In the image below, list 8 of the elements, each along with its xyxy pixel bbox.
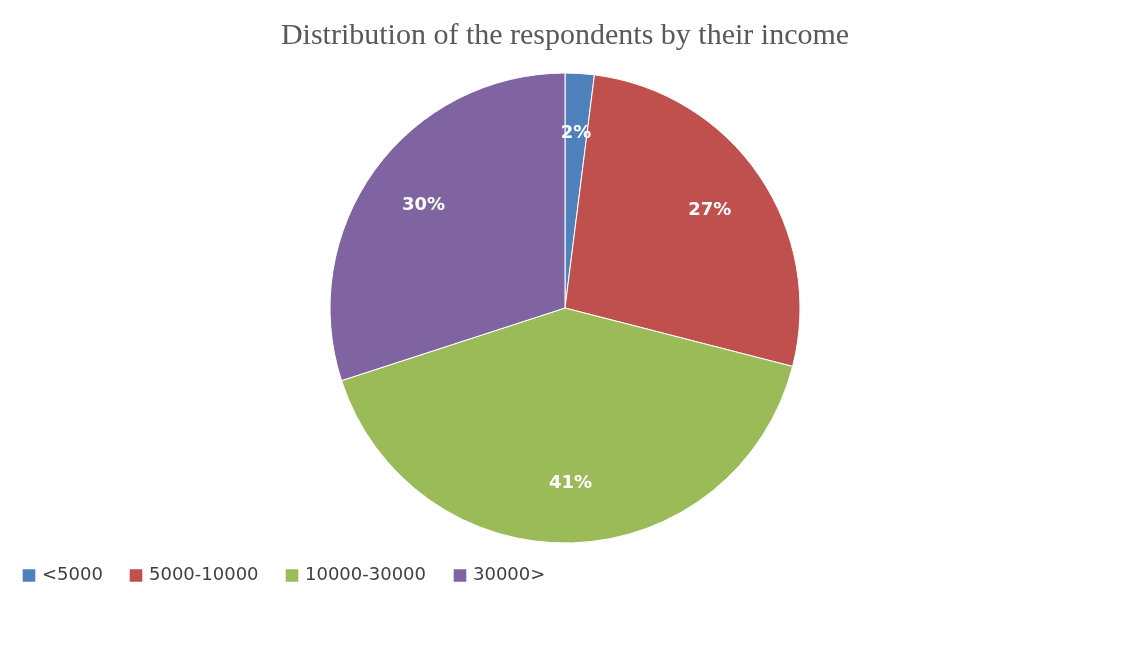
chart-title: Distribution of the respondents by their income [280,17,850,50]
data-label: 30% [401,193,445,215]
legend-label: 30000> [473,563,546,585]
data-label: 27% [688,197,732,219]
data-label: 41% [548,470,593,492]
legend-label: 5000-10000 [149,563,259,585]
legend-label: 10000-30000 [305,563,427,585]
legend-label: <5000 [42,563,103,585]
